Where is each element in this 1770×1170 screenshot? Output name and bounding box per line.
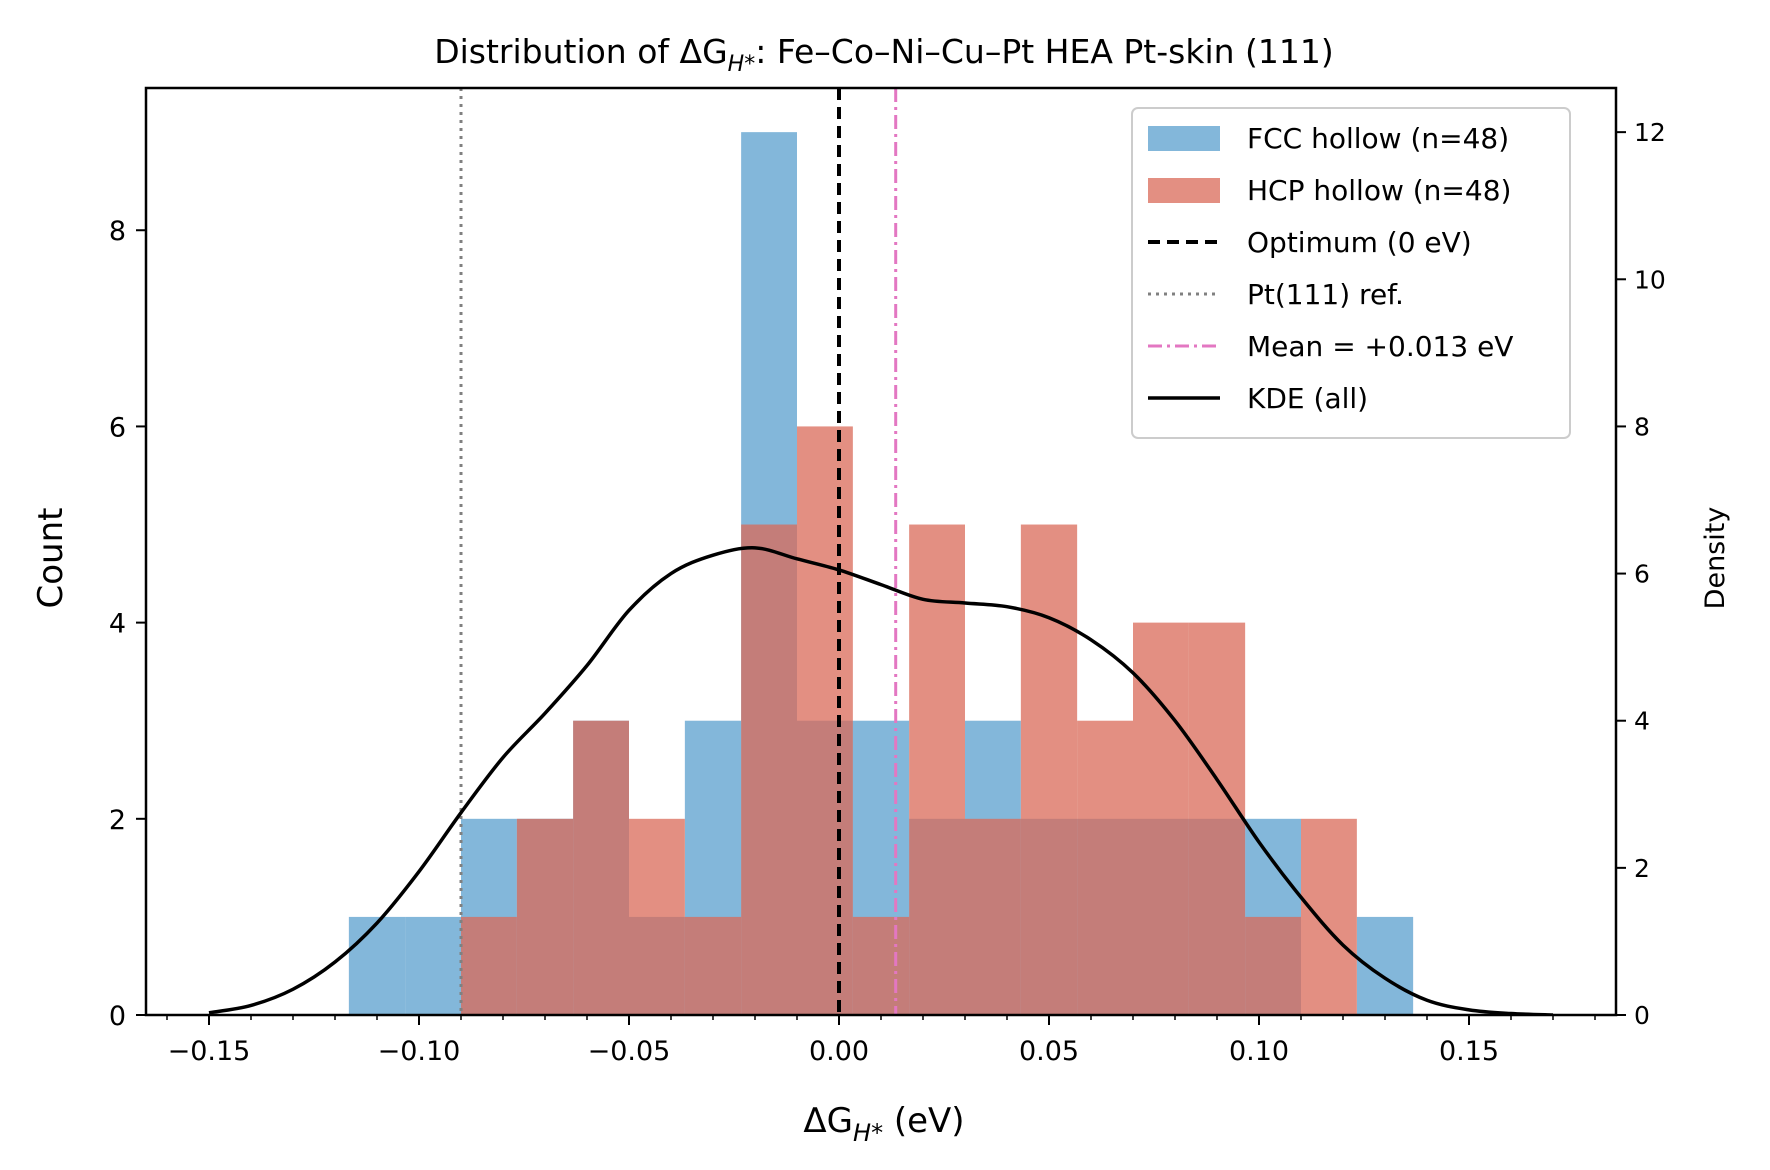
- y-tick-label: 2: [109, 805, 126, 836]
- y2-tick-label: 0: [1634, 1001, 1650, 1030]
- x-tick-label: −0.15: [168, 1036, 251, 1067]
- y-tick-label: 4: [109, 609, 126, 640]
- hcp-histogram-bar: [1133, 622, 1189, 1015]
- chart-title: Distribution of ΔGH*: Fe–Co–Ni–Cu–Pt HEA…: [434, 32, 1334, 77]
- legend-kde-label: KDE (all): [1247, 382, 1368, 415]
- hcp-histogram-bar: [461, 916, 517, 1015]
- x-tick-label: 0.00: [809, 1036, 869, 1067]
- hcp-histogram-bar: [797, 426, 853, 1015]
- hcp-histogram-bar: [516, 818, 574, 1015]
- x-axis-label: ΔGH* (eV): [803, 1101, 964, 1147]
- hcp-histogram-bar: [629, 818, 685, 1015]
- fcc-histogram-bar: [348, 916, 406, 1015]
- y2-tick-label: 4: [1634, 707, 1650, 736]
- x-tick-label: 0.15: [1439, 1036, 1499, 1067]
- x-tick-label: 0.05: [1019, 1036, 1079, 1067]
- legend-fcc-label: FCC hollow (n=48): [1247, 122, 1509, 155]
- x-tick-label: −0.10: [378, 1036, 461, 1067]
- y-tick-label: 8: [109, 216, 126, 247]
- hcp-histogram-bar: [1020, 524, 1078, 1015]
- legend-mean-label: Mean = +0.013 eV: [1247, 330, 1513, 363]
- legend-box: [1131, 107, 1571, 439]
- y-axis-label: Count: [31, 508, 71, 609]
- y-tick-label: 0: [109, 1001, 126, 1032]
- hcp-histogram-bar: [909, 524, 965, 1015]
- x-tick-label: −0.05: [588, 1036, 671, 1067]
- hcp-histogram-bar: [573, 720, 629, 1015]
- y2-tick-label: 8: [1634, 412, 1650, 441]
- y2-tick-label: 10: [1634, 265, 1666, 294]
- y2-tick-label: 6: [1634, 560, 1650, 589]
- hcp-histogram-bar: [1245, 916, 1301, 1015]
- legend-hcp-swatch: [1148, 178, 1220, 203]
- y2-tick-label: 2: [1634, 854, 1650, 883]
- hcp-histogram-bar: [965, 818, 1021, 1015]
- hcp-histogram-bar: [1188, 622, 1246, 1015]
- legend-hcp-label: HCP hollow (n=48): [1247, 174, 1511, 207]
- legend: FCC hollow (n=48) HCP hollow (n=48) Optimu…: [1131, 107, 1571, 439]
- y2-axis-label: Density: [1700, 507, 1731, 610]
- hcp-histogram-bar: [1301, 818, 1357, 1015]
- plot-area: −0.15 −0.10 −0.05 0.00 0.05 0.10 0.15 0 2 4 6 8 0 2 4 6…: [109, 86, 1666, 1067]
- y2-tick-label: 12: [1634, 118, 1666, 147]
- y-tick-label: 6: [109, 412, 126, 443]
- hcp-histogram-bar: [741, 524, 797, 1015]
- legend-optimum-label: Optimum (0 eV): [1247, 226, 1472, 259]
- legend-fcc-swatch: [1148, 126, 1220, 151]
- fcc-histogram-bar: [405, 916, 461, 1015]
- kde-curve: [208, 546, 1554, 1015]
- hcp-histogram-bar: [1077, 720, 1133, 1015]
- hcp-histogram-bar: [852, 916, 910, 1015]
- legend-pt111-label: Pt(111) ref.: [1247, 278, 1404, 311]
- hcp-histogram-bar: [684, 916, 742, 1015]
- x-tick-label: 0.10: [1229, 1036, 1289, 1067]
